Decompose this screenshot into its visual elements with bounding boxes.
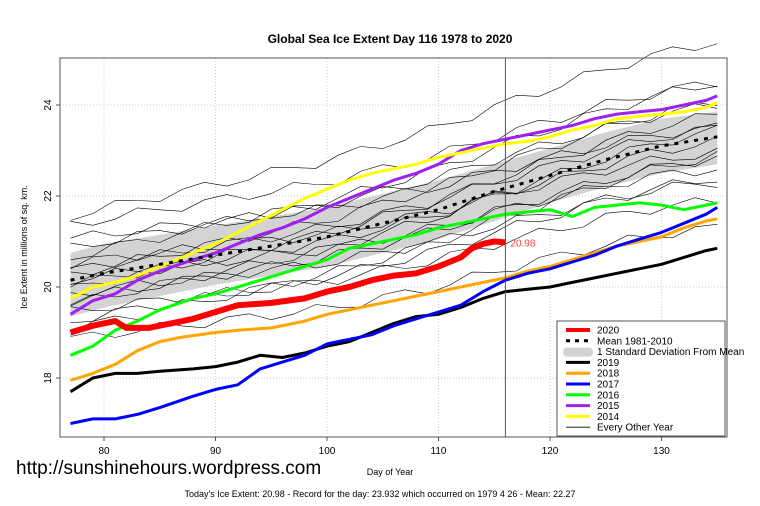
legend-label: 1 Standard Deviation From Mean [597, 347, 744, 358]
y-axis-label: Ice Extent in millions of sq. km. [19, 185, 29, 309]
sd-band-layer [70, 111, 718, 317]
current-value-label: 20.98 [510, 238, 535, 249]
plot-frame [59, 57, 728, 438]
other-year-line [70, 81, 718, 226]
series-line-2016 [69, 201, 718, 357]
legend-label: Mean 1981-2010 [597, 336, 673, 347]
x-tick-label: 120 [542, 446, 559, 457]
other-year-line [70, 224, 718, 338]
x-tick-label: 110 [431, 446, 447, 457]
other-year-line [70, 135, 718, 288]
x-axis-label: Day of Year [367, 467, 414, 477]
footnote: Today's Ice Extent: 20.98 - Record for t… [184, 489, 576, 499]
other-year-line [70, 147, 718, 270]
x-axis: 80 90 100 110 120 130 [98, 437, 670, 457]
x-tick-label: 90 [210, 446, 222, 457]
x-tick-label: 100 [319, 446, 336, 457]
series-line-2017 [70, 206, 719, 425]
x-tick-label: 130 [653, 446, 670, 457]
legend-label: 2020 [597, 326, 620, 337]
series-line-2014 [69, 101, 718, 300]
legend-label: Every Other Year [597, 423, 674, 434]
legend-swatch [563, 347, 593, 357]
y-tick-label: 24 [43, 99, 54, 111]
series-line-2019 [69, 246, 718, 393]
series-layer [69, 94, 719, 425]
watermark: http://sunshinehours.wordpress.com [16, 458, 322, 479]
other-year-line [70, 113, 718, 285]
series-line-2015 [69, 94, 718, 316]
other-year-line [70, 151, 718, 336]
y-tick-label: 20 [43, 281, 54, 293]
other-year-line [70, 103, 718, 247]
other-year-line [70, 122, 718, 239]
legend-label: 2016 [597, 390, 620, 401]
legend-label: 2017 [597, 380, 620, 391]
series-line-2020 [69, 238, 506, 336]
legend-label: 2019 [597, 358, 620, 369]
sd-band [70, 111, 718, 317]
legend-label: 2014 [597, 412, 620, 423]
legend-label: 2018 [597, 369, 620, 380]
other-year-line [70, 181, 718, 297]
legend-label: 2015 [597, 401, 620, 412]
x-tick-label: 80 [98, 446, 110, 457]
other-year-line [70, 101, 718, 276]
chart-title: Global Sea Ice Extent Day 116 1978 to 20… [268, 32, 513, 46]
other-year-line [70, 124, 718, 268]
series-line-mean-1981-2010 [70, 135, 718, 282]
other-year-line [70, 85, 718, 261]
y-axis: 18 20 22 24 [43, 99, 60, 384]
y-tick-label: 22 [43, 190, 54, 202]
other-year-line [70, 43, 718, 221]
y-tick-label: 18 [43, 372, 54, 384]
